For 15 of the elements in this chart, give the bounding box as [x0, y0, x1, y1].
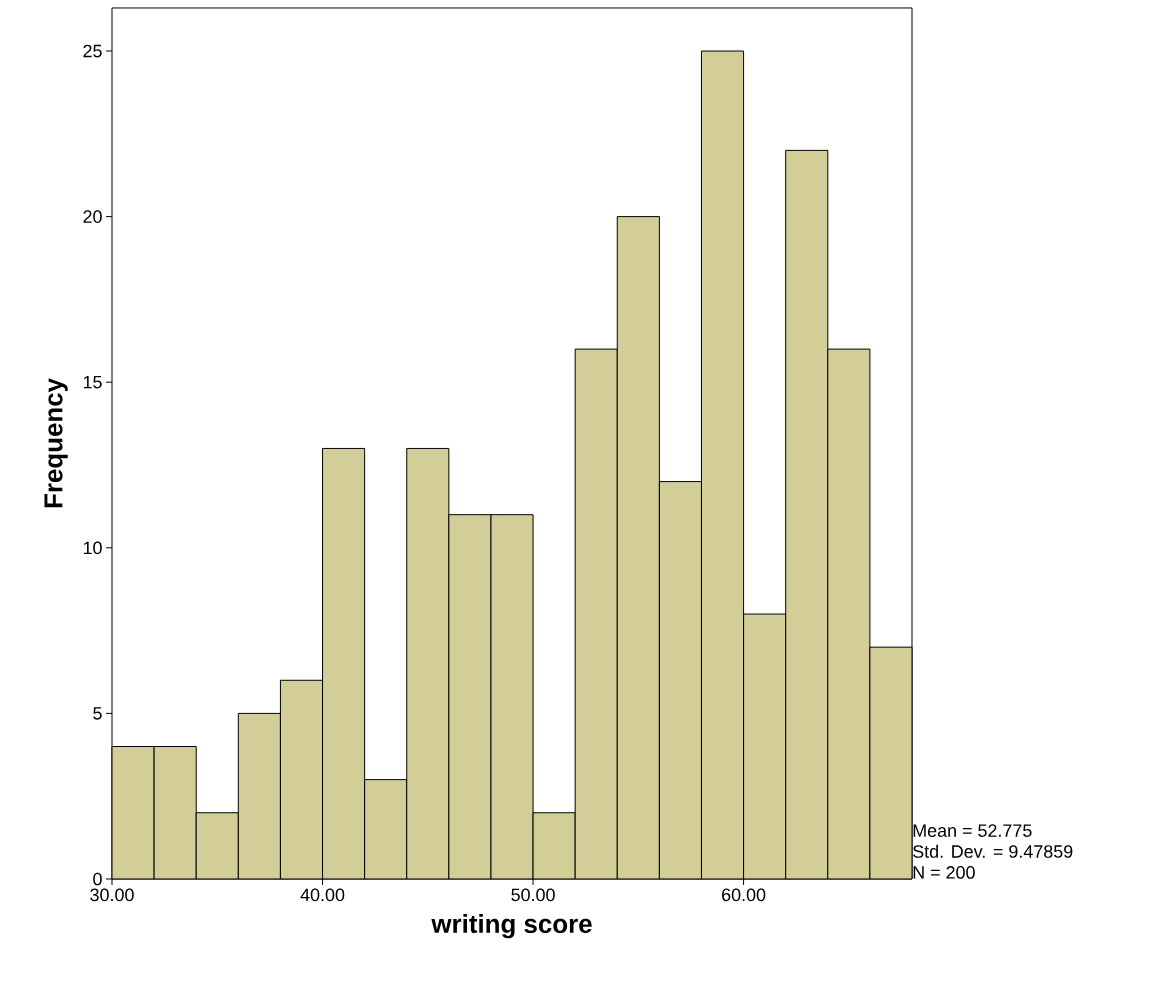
x-tick-label: 60.00 — [722, 888, 766, 902]
y-tick-label: 10 — [83, 541, 102, 555]
x-axis-title: writing score — [431, 914, 592, 939]
y-tick-label: 0 — [93, 872, 102, 886]
x-tick-label: 50.00 — [511, 888, 555, 902]
x-tick-label: 30.00 — [90, 888, 134, 902]
y-tick-label: 5 — [93, 707, 102, 720]
text: Std. Dev. = 9.47859 — [913, 844, 1073, 858]
text: N = 200 — [913, 866, 975, 879]
y-tick-label: 20 — [83, 210, 102, 223]
y-axis-title: Frequency — [44, 378, 68, 508]
y-tick-label: 25 — [83, 44, 102, 58]
text: Mean = 52.775 — [913, 824, 1032, 837]
y-tick-label: 15 — [83, 375, 102, 389]
x-tick-label: 40.00 — [300, 888, 345, 902]
